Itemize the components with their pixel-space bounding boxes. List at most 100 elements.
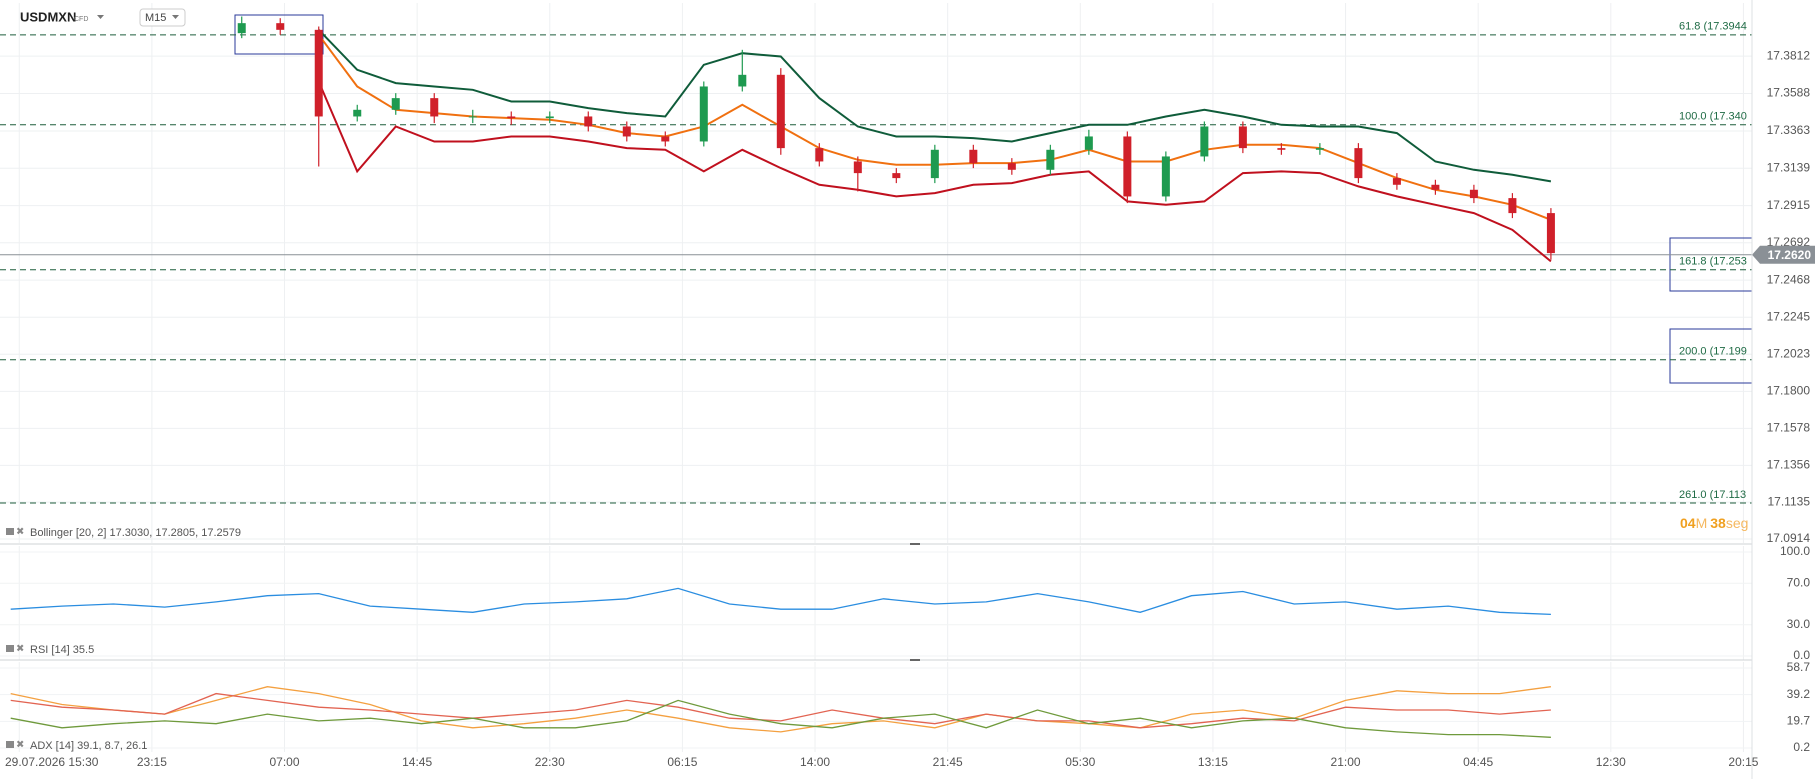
- candle-body: [1238, 126, 1247, 149]
- candle-body: [1546, 213, 1555, 254]
- indicator-label: RSI [14] 35.5: [30, 644, 94, 656]
- timeframe[interactable]: M15: [145, 12, 166, 24]
- y-tick-label: 17.3139: [1767, 160, 1811, 174]
- x-tick-label: 04:45: [1463, 755, 1493, 769]
- candle-body: [1161, 156, 1170, 197]
- candle-body: [1354, 148, 1363, 179]
- candle-body: [622, 126, 631, 137]
- price-pane: 61.8 (17.3944 100.0 (17.340 161.8 (17.253 2…: [0, 16, 1752, 504]
- x-tick-label: 14:45: [402, 755, 432, 769]
- candle-body: [1200, 126, 1209, 157]
- fib-label: 200.0 (17.199: [1679, 346, 1747, 358]
- candle-body: [237, 23, 246, 34]
- indicator-label: ADX [14] 39.1, 8.7, 26.1: [30, 740, 147, 752]
- countdown: 04M 38seg: [1680, 515, 1748, 531]
- indicator-icon[interactable]: [6, 528, 14, 535]
- fib-label: 161.8 (17.253: [1679, 256, 1747, 268]
- candle-body: [1277, 148, 1286, 150]
- candle-body: [468, 116, 477, 118]
- fib-label: 261.0 (17.113: [1679, 489, 1746, 501]
- symbol-badge: CFD: [74, 16, 88, 23]
- indicator-line: [10, 692, 1551, 729]
- y-tick-label: 17.0914: [1767, 531, 1811, 545]
- x-tick-label: 06:15: [667, 755, 697, 769]
- y-tick-label: 0.2: [1793, 740, 1810, 754]
- fib-label: 100.0 (17.340: [1679, 111, 1747, 123]
- indicator-icon[interactable]: [6, 741, 14, 748]
- y-tick-label: 100.0: [1780, 544, 1810, 558]
- candle-body: [969, 149, 978, 164]
- rsi-pane: [10, 686, 1551, 738]
- candle-body: [1392, 178, 1401, 185]
- axis-layer: 29.07.2026 15:30 23:15 07:00 14:45 22:30 06:1…: [5, 48, 1815, 769]
- indicator-line: [10, 587, 1551, 616]
- y-tick-label: 17.2245: [1767, 309, 1811, 323]
- y-tick-label: 17.3363: [1767, 123, 1811, 137]
- x-tick-label: 12:30: [1596, 755, 1626, 769]
- countdown-minutes: 04: [1680, 515, 1696, 531]
- x-tick-label: 05:30: [1065, 755, 1095, 769]
- grid-layer: [0, 3, 1752, 752]
- candle-body: [314, 29, 323, 117]
- candle-body: [930, 149, 939, 179]
- candle-body: [276, 23, 285, 30]
- indicator-line: [10, 699, 1551, 738]
- y-tick-label: 70.0: [1787, 575, 1811, 589]
- candle-body: [1469, 189, 1478, 199]
- x-tick-label: 07:00: [269, 755, 299, 769]
- countdown-minutes-unit: M: [1696, 515, 1708, 531]
- indicator-close[interactable]: ✖: [16, 527, 24, 538]
- candle-body: [1315, 148, 1324, 150]
- x-tick-label: 22:30: [535, 755, 565, 769]
- symbol-dropdown[interactable]: [97, 15, 104, 19]
- x-tick-label: 21:00: [1331, 755, 1361, 769]
- candle-body: [661, 136, 670, 142]
- indicator-label: Bollinger [20, 2] 17.3030, 17.2805, 17.2…: [30, 527, 241, 539]
- bollinger-band: [317, 81, 1552, 263]
- y-tick-label: 58.7: [1787, 660, 1811, 674]
- y-tick-label: 19.7: [1787, 714, 1811, 728]
- indicator-close[interactable]: ✖: [16, 644, 24, 655]
- current-price-tag: [1752, 245, 1815, 264]
- candle-body: [1046, 149, 1055, 170]
- candle-body: [1508, 198, 1517, 214]
- timeframe-button[interactable]: [139, 8, 186, 27]
- candle-body: [699, 86, 708, 142]
- candle-body: [391, 98, 400, 110]
- candle-body: [584, 116, 593, 127]
- candle-body: [1084, 136, 1093, 150]
- y-tick-label: 17.1800: [1767, 384, 1811, 398]
- y-tick-label: 17.2692: [1767, 235, 1811, 249]
- current-price-label: 17.2620: [1768, 248, 1812, 262]
- indicator-line: [10, 686, 1551, 733]
- candle-body: [738, 74, 747, 87]
- x-tick-label: 23:15: [137, 755, 167, 769]
- x-tick-label: 14:00: [800, 755, 830, 769]
- fib-label: 61.8 (17.3944: [1679, 21, 1747, 33]
- candle-body: [1007, 163, 1016, 170]
- countdown-seconds-unit: seg: [1726, 515, 1749, 531]
- candle-body: [353, 109, 362, 117]
- y-tick-label: 0.0: [1793, 648, 1810, 662]
- y-tick-label: 17.1356: [1767, 458, 1811, 472]
- timeframe-dropdown[interactable]: [172, 15, 179, 19]
- indicator-icon[interactable]: [6, 645, 14, 652]
- x-tick-label: 13:15: [1198, 755, 1228, 769]
- y-tick-label: 17.1135: [1768, 494, 1811, 508]
- x-tick-label: 20:15: [1728, 755, 1758, 769]
- countdown-seconds: 38: [1710, 515, 1726, 531]
- candle-body: [1431, 184, 1440, 190]
- x-tick-label: 21:45: [933, 755, 963, 769]
- zone-box: [234, 14, 324, 55]
- y-tick-label: 17.3812: [1767, 48, 1811, 62]
- candle-body: [815, 148, 824, 162]
- candle-body: [1123, 136, 1132, 197]
- candle-body: [430, 98, 439, 117]
- y-tick-label: 17.2023: [1767, 346, 1811, 360]
- y-tick-label: 17.1578: [1767, 421, 1811, 435]
- symbol[interactable]: USDMXN: [20, 9, 76, 24]
- candle-body: [776, 74, 785, 149]
- y-tick-label: 17.2468: [1767, 272, 1811, 286]
- indicator-close[interactable]: ✖: [16, 740, 24, 751]
